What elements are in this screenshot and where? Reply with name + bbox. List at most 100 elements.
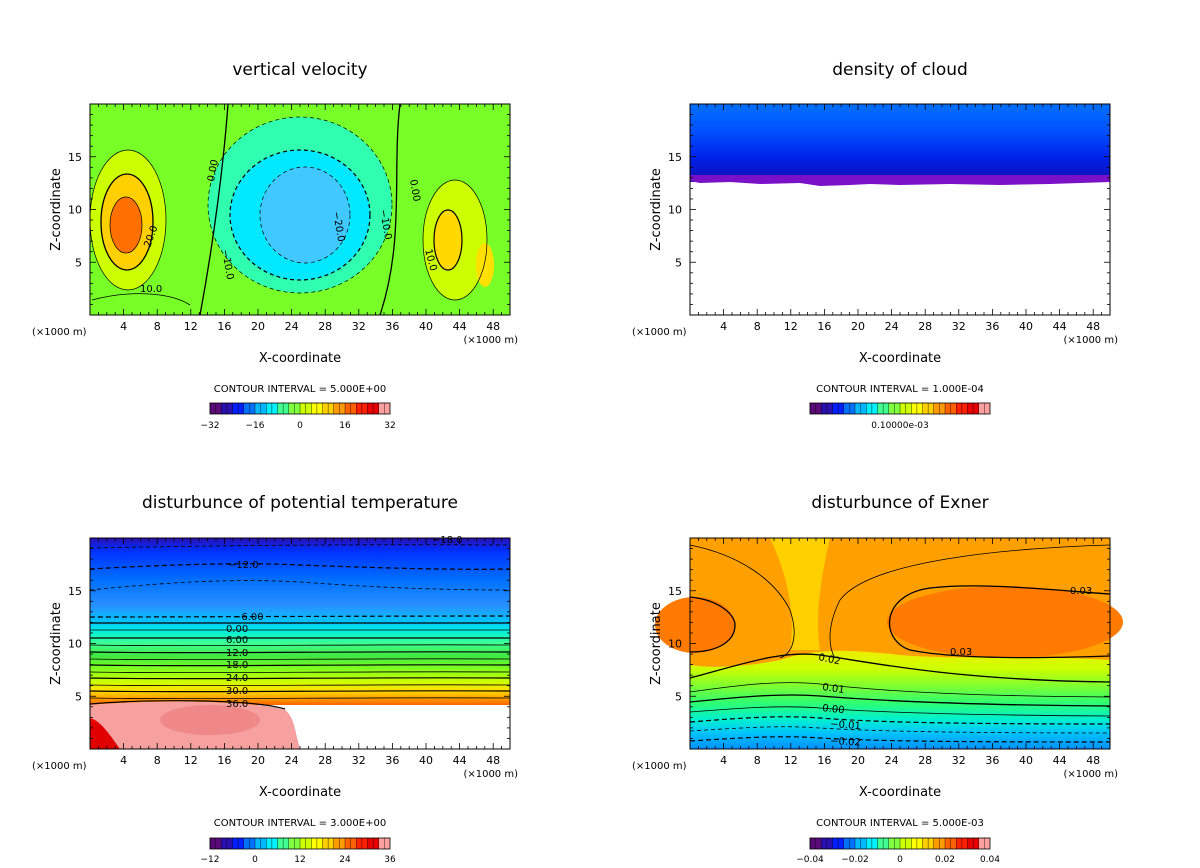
colorbar-segment [871, 838, 878, 849]
colorbar-segment [961, 838, 968, 849]
x-unit-label: (×1000 m) [463, 769, 518, 780]
colorbar-segment [232, 838, 239, 849]
contour-line [689, 682, 1111, 698]
colorbar-segment [810, 403, 816, 414]
colorbar-label: 0.04 [980, 855, 1000, 865]
x-axis-label: X-coordinate [259, 351, 341, 366]
colorbar-segment [311, 838, 318, 849]
x-tick-label: 40 [1019, 320, 1033, 333]
x-axis-label: X-coordinate [859, 351, 941, 366]
contour-label: 6.00 [226, 635, 248, 646]
contour-interval-label: CONTOUR INTERVAL = 1.000E-04 [816, 384, 984, 395]
colorbar-segment [911, 838, 918, 849]
contour-label: 12.0 [226, 648, 248, 659]
colorbar-label: 36 [384, 855, 396, 865]
colorbar-segment [815, 403, 822, 414]
x-tick-label: 8 [754, 754, 761, 767]
contour-line [89, 622, 511, 624]
contour-line [89, 658, 511, 661]
colorbar-segment [361, 838, 368, 849]
colorbar-label: 12 [294, 855, 305, 865]
colorbar-segment [838, 403, 845, 414]
panel-potential-temperature: disturbunce of potential temperature [89, 493, 511, 749]
contour-line [689, 653, 1111, 683]
x-unit-label: (×1000 m) [632, 327, 687, 338]
x-tick-label: 48 [486, 320, 500, 333]
x-axis-label: X-coordinate [859, 785, 941, 800]
x-unit-label: (×1000 m) [1063, 769, 1118, 780]
colorbar-segment [973, 838, 980, 849]
colorbar-segment [373, 403, 380, 414]
colorbar-segment [894, 403, 901, 414]
x-tick-label: 28 [918, 320, 932, 333]
x-tick-label: 24 [285, 754, 299, 767]
colorbar-label: 0 [897, 855, 903, 865]
colorbar-segment [911, 403, 918, 414]
colorbar-segment [328, 838, 335, 849]
cloud-layer [690, 104, 1110, 182]
x-tick-label: 8 [154, 320, 161, 333]
y-tick-label: 10 [668, 638, 682, 651]
x-tick-label: 20 [851, 320, 865, 333]
colorbar-segment [356, 403, 363, 414]
colorbar-segment [249, 403, 256, 414]
x-tick-label: 4 [720, 320, 727, 333]
contour-line-negative [259, 166, 351, 264]
contour-line-negative [689, 716, 1111, 725]
colorbar-segment [373, 838, 380, 849]
colorbar-segment [967, 838, 974, 849]
colorbar-segment [916, 403, 923, 414]
contour-line-negative [207, 116, 393, 294]
colorbar-segment [956, 403, 963, 414]
contour-label: 10.0 [140, 284, 162, 295]
colorbar-segment [221, 403, 228, 414]
colorbar-segment [950, 838, 957, 849]
contour-line [100, 173, 154, 271]
colorbar-segment [345, 838, 351, 849]
x-tick-label: 36 [985, 754, 999, 767]
contour-label: −20.0 [330, 211, 346, 243]
contour-labels: 20.0 10.0 0.00 0.00 −10.0 −20.0 −10.0 10… [140, 159, 438, 295]
y-axis-label: Z-coordinate [649, 168, 664, 251]
colorbar-segment [945, 403, 951, 414]
contour-label: 0.00 [226, 624, 248, 635]
colorbar-segment [226, 403, 233, 414]
contour-label: 0.00 [822, 703, 845, 716]
cloud-base [690, 175, 1110, 186]
contour-line-zero [379, 103, 401, 316]
x-tick-label: 40 [419, 320, 433, 333]
colorbar-segment [339, 838, 346, 849]
y-tick-label: 5 [675, 256, 682, 269]
colorbar-segment [984, 838, 991, 849]
colorbar-segment [838, 838, 845, 849]
contour-line [89, 651, 511, 654]
colorbar-segment [283, 403, 290, 414]
contour-line [689, 544, 795, 659]
x-unit-label: (×1000 m) [32, 327, 87, 338]
x-tick-label: 44 [453, 754, 467, 767]
updraft-right-core [434, 210, 462, 270]
y-tick-label: 10 [68, 204, 82, 217]
contour-line [89, 637, 511, 639]
colorbar-label: 0.10000e-03 [871, 421, 928, 431]
y-axis-label: Z-coordinate [49, 602, 64, 685]
x-tick-label: 20 [851, 754, 865, 767]
colorbar-segment [361, 403, 368, 414]
contour-label: 24.0 [226, 673, 248, 684]
contour-line-negative [89, 580, 511, 591]
contour-label: −10.0 [377, 209, 393, 241]
y-tick-label: 5 [75, 256, 82, 269]
colorbar-segment [210, 403, 216, 414]
x-tick-label: 4 [720, 754, 727, 767]
x-tick-label: 32 [952, 754, 966, 767]
contour-line [888, 585, 1111, 659]
colorbar-segment [238, 838, 245, 849]
colorbar-label: 0.02 [935, 855, 955, 865]
x-unit-label: (×1000 m) [1063, 335, 1118, 346]
colorbar-segment [832, 838, 839, 849]
colorbar-segment [283, 838, 290, 849]
colorbar-segment [238, 403, 245, 414]
colorbar-frame [809, 402, 991, 415]
colorbar-segment [883, 838, 890, 849]
colorbar-segment [877, 403, 884, 414]
